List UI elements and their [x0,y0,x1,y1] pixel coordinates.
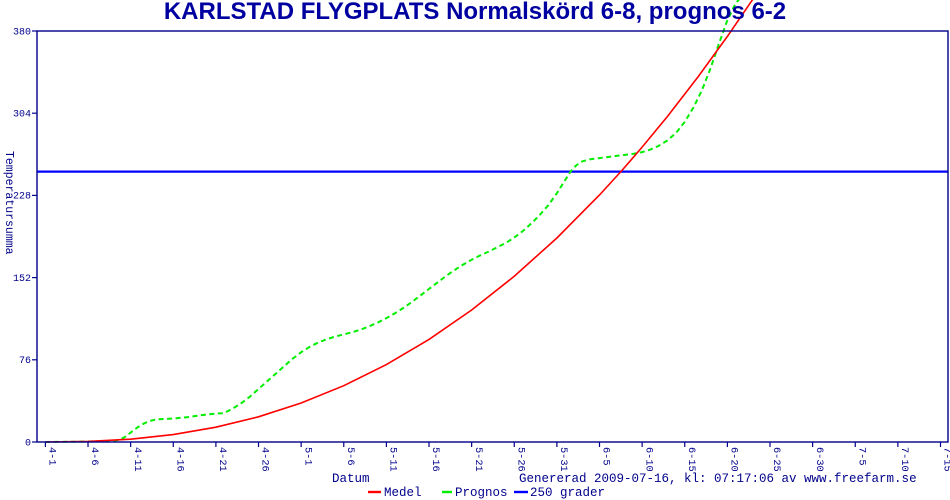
svg-text:152: 152 [13,274,31,285]
svg-text:4-16: 4-16 [173,447,185,472]
svg-text:6-20: 6-20 [728,447,740,472]
svg-text:76: 76 [19,356,31,367]
svg-text:6-30: 6-30 [813,447,825,472]
svg-text:4-11: 4-11 [131,447,143,472]
svg-text:4-21: 4-21 [216,447,228,472]
svg-text:7-5: 7-5 [855,447,867,466]
svg-text:250 grader: 250 grader [530,486,605,500]
svg-text:5-1: 5-1 [301,447,313,466]
svg-text:5-6: 5-6 [344,447,356,466]
svg-text:5-31: 5-31 [557,447,569,472]
svg-text:5-16: 5-16 [429,447,441,472]
svg-text:Temperatursumma: Temperatursumma [2,151,15,255]
svg-text:6-10: 6-10 [642,447,654,472]
svg-text:4-26: 4-26 [259,447,271,472]
svg-text:6-5: 6-5 [600,447,612,466]
svg-text:5-21: 5-21 [472,447,484,472]
svg-text:Medel: Medel [384,486,422,500]
svg-text:6-15: 6-15 [685,447,697,472]
svg-text:304: 304 [13,110,31,121]
svg-text:Prognos: Prognos [455,486,508,500]
svg-text:4-6: 4-6 [88,447,100,466]
svg-text:380: 380 [13,27,31,38]
svg-text:Datum: Datum [332,472,370,486]
svg-text:6-25: 6-25 [770,447,782,472]
svg-text:5-11: 5-11 [387,447,399,472]
svg-text:7-10: 7-10 [898,447,910,472]
svg-text:Genererad 2009-07-16, kl: 07:1: Genererad 2009-07-16, kl: 07:17:06 av ww… [519,472,917,486]
svg-text:4-1: 4-1 [46,447,58,466]
svg-text:7-15: 7-15 [941,447,950,472]
svg-text:0: 0 [25,438,31,449]
svg-text:5-26: 5-26 [514,447,526,472]
